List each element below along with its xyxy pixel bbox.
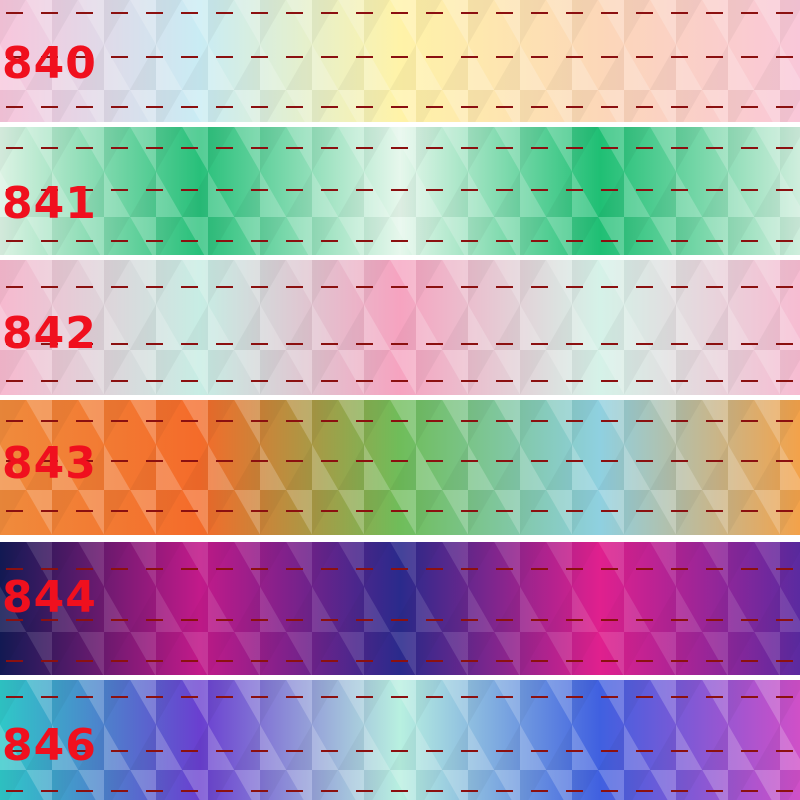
pattern: [0, 400, 800, 535]
stitch-line: [6, 750, 800, 752]
stitch-line: [6, 568, 800, 570]
stitch-line: [6, 147, 800, 149]
pattern: [0, 680, 800, 800]
stitch-line: [6, 380, 800, 382]
ribbon-846: 846: [0, 680, 800, 800]
ribbon-842: 842: [0, 260, 800, 395]
ribbon-843: 843: [0, 400, 800, 535]
pattern: [0, 0, 800, 122]
ribbon-code: 843: [2, 438, 97, 489]
pattern: [0, 542, 800, 675]
stitch-line: [6, 56, 800, 58]
ribbon-840: 840: [0, 0, 800, 122]
pattern: [0, 260, 800, 395]
ribbon-code: 844: [2, 572, 97, 623]
ribbon-code: 842: [2, 308, 97, 359]
stitch-line: [6, 420, 800, 422]
stitch-line: [6, 619, 800, 621]
ribbon-code: 840: [2, 38, 97, 89]
stitch-line: [6, 510, 800, 512]
stitch-line: [6, 12, 800, 14]
stitch-line: [6, 343, 800, 345]
stitch-line: [6, 106, 800, 108]
stitch-line: [6, 696, 800, 698]
stitch-line: [6, 790, 800, 792]
stitch-line: [6, 286, 800, 288]
stitch-line: [6, 660, 800, 662]
stitch-line: [6, 189, 800, 191]
ribbon-844: 844: [0, 542, 800, 675]
stitch-line: [6, 240, 800, 242]
stitch-line: [6, 460, 800, 462]
ribbon-841: 841: [0, 127, 800, 255]
ribbon-code: 846: [2, 720, 97, 771]
ribbon-code: 841: [2, 178, 97, 229]
